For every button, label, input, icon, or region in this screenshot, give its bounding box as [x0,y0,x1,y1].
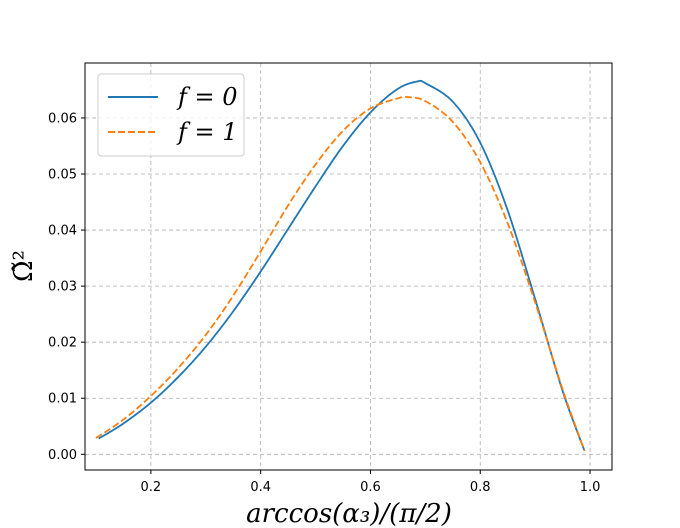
y-tick-label: 0.04 [48,224,77,239]
series-line-f1 [95,95,586,452]
x-axis-label: arccos(α₃)/(π/2) [246,499,452,528]
x-axis-ticks: 0.2 0.4 0.6 0.8 1.0 [141,470,601,495]
x-tick-label: 1.0 [580,480,601,495]
legend: f = 0 f = 1 [97,73,245,157]
y-axis-label: Ω̃² [9,250,39,282]
y-axis-ticks: 0.00 0.01 0.02 0.03 0.04 0.05 0.06 [48,111,85,463]
y-tick-label: 0.05 [48,168,77,183]
x-tick-label: 0.6 [360,480,381,495]
y-tick-label: 0.06 [48,111,77,126]
y-tick-label: 0.03 [48,280,77,295]
series-lines [95,79,586,452]
y-tick-label: 0.01 [48,392,77,407]
x-tick-label: 0.2 [141,480,162,495]
y-tick-label: 0.02 [48,336,77,351]
legend-label-f0: f = 0 [176,83,238,111]
x-tick-label: 0.8 [470,480,491,495]
series-line-f0 [98,79,586,452]
x-tick-label: 0.4 [250,480,271,495]
legend-box [97,73,245,157]
legend-label-f1: f = 1 [176,118,238,146]
plot-frame [84,62,613,471]
y-tick-label: 0.00 [48,448,77,463]
